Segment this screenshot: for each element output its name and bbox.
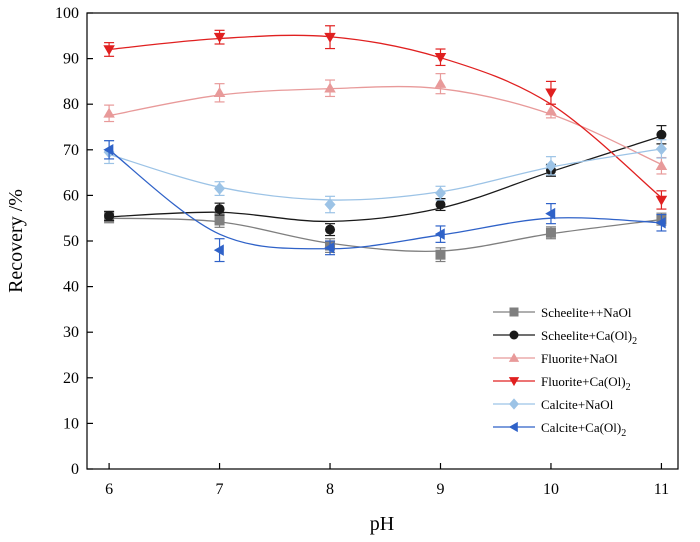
data-point [103,45,115,56]
data-point [655,142,667,156]
legend-label: Scheelite+Ca(Ol)2 [541,328,637,347]
legend-label: Fluorite+NaOl [541,351,618,366]
data-point [545,105,557,116]
data-point [435,199,446,210]
legend-label: Calcite+NaOl [541,397,614,412]
x-axis-title: pH [370,513,394,535]
data-point [656,129,667,140]
data-point [213,244,224,256]
x-tick-label: 9 [436,481,444,498]
series-fit-line [109,34,662,199]
legend-marker [509,398,519,410]
legend-label: Scheelite++NaOl [541,305,632,320]
data-point [324,82,336,93]
legend-item: Scheelite++NaOl [493,305,632,320]
series-2 [103,73,668,175]
y-tick-label: 50 [63,233,79,250]
legend-marker [509,307,519,317]
data-point [214,204,225,215]
y-tick-label: 10 [63,415,79,432]
data-point [545,207,556,220]
data-point [655,195,668,206]
y-tick-label: 90 [63,51,79,68]
y-tick-label: 80 [63,96,79,113]
series-4 [103,139,667,214]
series-fit-line [109,217,662,252]
legend-marker [508,377,520,387]
data-point [214,182,226,195]
legend-label: Calcite+Ca(Ol)2 [541,420,626,439]
data-point [434,228,445,240]
legend-label: Fluorite+Ca(Ol)2 [541,374,631,393]
data-point [213,32,226,43]
legend-marker [508,352,520,362]
y-tick-label: 70 [63,142,79,159]
series-5 [103,140,667,263]
legend-item: Scheelite+Ca(Ol)2 [493,328,637,347]
data-point [545,159,557,173]
legend: Scheelite++NaOl Scheelite+Ca(Ol)2 Fluorite… [493,305,637,439]
legend-marker [509,330,519,340]
series-fit-line [108,85,662,165]
y-tick-label: 20 [63,370,79,387]
series-0 [104,211,667,263]
legend-marker [508,421,518,433]
data-point [545,227,556,238]
data-point [434,186,446,200]
data-point [103,144,114,156]
x-tick-label: 10 [543,481,559,498]
series-fit-line [108,148,662,201]
data-point [213,87,226,98]
legend-item: Fluorite+NaOl [493,351,618,366]
data-point [655,160,668,171]
data-point [434,77,447,88]
data-point [655,217,666,229]
series-3 [103,25,668,210]
y-tick-label: 100 [55,5,79,22]
legend-item: Fluorite+Ca(Ol)2 [493,374,631,393]
y-axis-title: Recovery /% [5,189,27,293]
data-point [324,32,336,43]
x-tick-label: 8 [326,481,334,498]
legend-item: Calcite+NaOl [493,397,614,412]
y-tick-label: 40 [63,279,79,296]
series-fit-line [108,149,662,250]
legend-item: Calcite+Ca(Ol)2 [493,420,626,439]
data-point [104,210,115,221]
axes: 0 10 20 30 40 50 60 70 80 90 100 6 7 8 9 10 11 [55,5,669,498]
x-tick-label: 7 [216,481,224,498]
x-tick-label: 6 [105,481,113,498]
series-fit-line [109,135,662,223]
data-point [324,242,335,254]
plot-area [103,25,668,263]
y-tick-label: 30 [63,324,79,341]
y-tick-label: 0 [71,461,79,478]
y-tick-label: 60 [63,187,79,204]
data-point [545,88,557,99]
data-point [214,215,225,226]
data-point [435,249,446,260]
x-tick-label: 11 [654,481,669,498]
data-point [103,107,115,118]
data-point [325,224,336,235]
data-point [434,52,447,63]
data-point [324,198,336,211]
